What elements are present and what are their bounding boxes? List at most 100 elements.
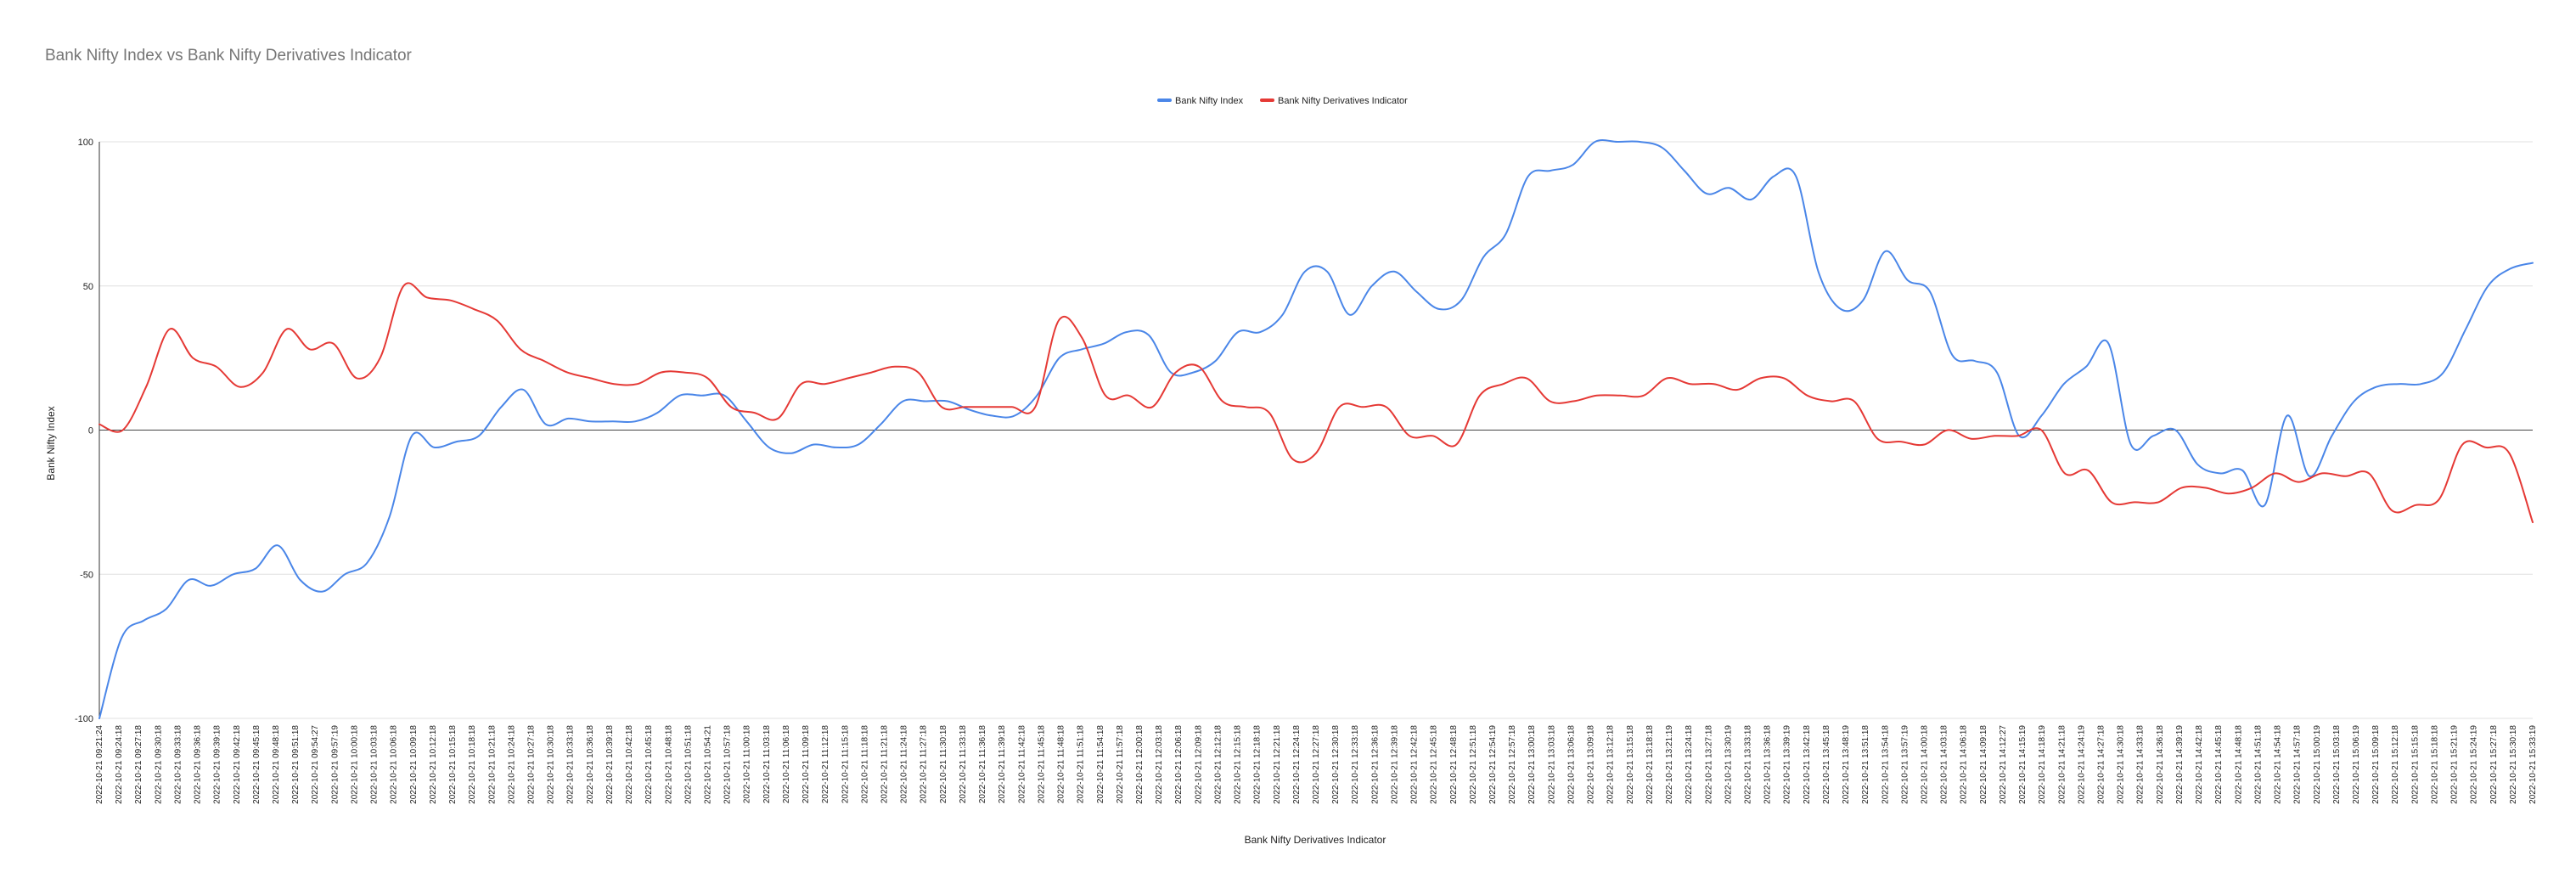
data-point[interactable] xyxy=(2437,497,2442,502)
data-point[interactable] xyxy=(1726,185,1731,190)
data-point[interactable] xyxy=(1481,255,1486,260)
data-point[interactable] xyxy=(588,375,593,380)
data-point[interactable] xyxy=(447,298,453,303)
data-point[interactable] xyxy=(2249,485,2254,490)
data-point[interactable] xyxy=(1347,312,1352,318)
data-point[interactable] xyxy=(1637,139,1642,144)
data-point[interactable] xyxy=(1032,404,1038,409)
data-point[interactable] xyxy=(2396,381,2401,386)
data-point[interactable] xyxy=(1196,364,1201,369)
data-point[interactable] xyxy=(2173,428,2178,433)
data-point[interactable] xyxy=(1595,393,1600,398)
data-point[interactable] xyxy=(2320,470,2325,476)
data-point[interactable] xyxy=(2285,414,2290,419)
data-point[interactable] xyxy=(1454,442,1459,448)
data-point[interactable] xyxy=(1704,191,1709,196)
data-point[interactable] xyxy=(331,341,336,346)
data-point[interactable] xyxy=(963,404,968,409)
data-point[interactable] xyxy=(498,404,503,409)
data-point[interactable] xyxy=(1735,387,1740,392)
data-point[interactable] xyxy=(1969,436,1974,442)
data-point[interactable] xyxy=(1012,414,1017,419)
data-point[interactable] xyxy=(2179,485,2185,490)
data-point[interactable] xyxy=(682,370,687,375)
data-point[interactable] xyxy=(2218,470,2223,476)
data-point[interactable] xyxy=(2483,445,2489,450)
data-point[interactable] xyxy=(2240,468,2245,473)
data-point[interactable] xyxy=(745,419,750,424)
data-point[interactable] xyxy=(2441,370,2446,375)
data-point[interactable] xyxy=(471,307,476,312)
data-point[interactable] xyxy=(678,393,683,398)
data-point[interactable] xyxy=(1477,393,1482,398)
data-point[interactable] xyxy=(1103,393,1108,398)
data-point[interactable] xyxy=(1325,269,1330,274)
data-point[interactable] xyxy=(401,284,406,289)
data-point[interactable] xyxy=(789,451,794,456)
data-point[interactable] xyxy=(1501,381,1506,386)
data-point[interactable] xyxy=(2329,433,2334,438)
data-point[interactable] xyxy=(543,422,548,427)
data-point[interactable] xyxy=(2263,503,2268,508)
data-point[interactable] xyxy=(990,414,995,419)
data-point[interactable] xyxy=(97,422,102,427)
data-point[interactable] xyxy=(1688,381,1693,386)
data-point[interactable] xyxy=(1150,404,1155,409)
data-point[interactable] xyxy=(775,416,780,421)
data-point[interactable] xyxy=(2151,433,2156,438)
data-point[interactable] xyxy=(658,370,663,375)
data-point[interactable] xyxy=(1749,197,1754,202)
data-point[interactable] xyxy=(354,375,359,380)
data-point[interactable] xyxy=(1267,410,1272,415)
data-point[interactable] xyxy=(253,566,258,571)
data-point[interactable] xyxy=(2506,451,2511,456)
data-point[interactable] xyxy=(1235,329,1240,335)
data-point[interactable] xyxy=(939,404,944,409)
data-point[interactable] xyxy=(1617,393,1623,398)
data-point[interactable] xyxy=(2039,414,2044,419)
data-point[interactable] xyxy=(1290,457,1295,462)
data-point[interactable] xyxy=(1407,433,1412,438)
data-point[interactable] xyxy=(811,442,816,448)
data-point[interactable] xyxy=(2106,341,2111,346)
data-point[interactable] xyxy=(2129,442,2134,448)
data-point[interactable] xyxy=(2156,499,2161,504)
data-point[interactable] xyxy=(1360,404,1365,409)
data-point[interactable] xyxy=(2343,474,2348,479)
data-point[interactable] xyxy=(214,364,219,369)
data-point[interactable] xyxy=(119,635,124,640)
data-point[interactable] xyxy=(1758,375,1763,380)
data-point[interactable] xyxy=(190,356,195,361)
data-point[interactable] xyxy=(2485,284,2490,289)
data-point[interactable] xyxy=(1898,439,1904,444)
legend-item-derivatives[interactable]: Bank Nifty Derivatives Indicator xyxy=(1260,96,1408,106)
data-point[interactable] xyxy=(1213,358,1218,363)
data-point[interactable] xyxy=(1992,433,1997,438)
data-point[interactable] xyxy=(2530,520,2535,525)
data-point[interactable] xyxy=(476,433,481,438)
data-point[interactable] xyxy=(1431,433,1436,438)
data-point[interactable] xyxy=(1504,232,1509,237)
data-point[interactable] xyxy=(1570,162,1575,167)
data-point[interactable] xyxy=(1805,393,1810,398)
data-point[interactable] xyxy=(1057,356,1062,361)
data-point[interactable] xyxy=(967,408,972,413)
data-point[interactable] xyxy=(1883,249,1888,254)
data-point[interactable] xyxy=(1905,278,1910,283)
data-point[interactable] xyxy=(1838,307,1843,312)
data-point[interactable] xyxy=(1056,318,1061,324)
data-point[interactable] xyxy=(611,381,616,386)
data-point[interactable] xyxy=(706,375,711,380)
data-point[interactable] xyxy=(655,410,660,415)
data-point[interactable] xyxy=(2085,468,2090,473)
data-point[interactable] xyxy=(186,577,191,583)
data-point[interactable] xyxy=(1548,168,1553,173)
data-point[interactable] xyxy=(923,399,928,404)
data-point[interactable] xyxy=(1101,341,1106,346)
data-point[interactable] xyxy=(878,422,883,427)
data-point[interactable] xyxy=(1860,298,1865,303)
data-point[interactable] xyxy=(1524,375,1529,380)
data-point[interactable] xyxy=(1220,399,1225,404)
data-point[interactable] xyxy=(142,618,147,623)
data-point[interactable] xyxy=(2296,480,2301,485)
